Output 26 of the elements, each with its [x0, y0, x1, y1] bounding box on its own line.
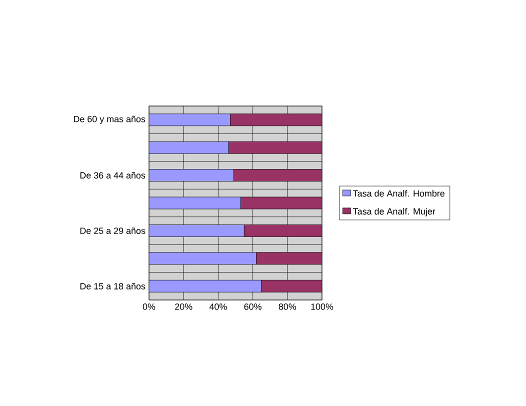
bar [228, 141, 322, 154]
bar [149, 114, 231, 126]
y-tick-label: De 36 a 44 años [80, 172, 146, 179]
x-tick-label: 0% [142, 304, 156, 310]
bar [149, 224, 244, 237]
bar [149, 252, 256, 265]
x-tick-label: 100% [311, 304, 334, 310]
y-tick-label: De 60 y mas años [74, 116, 146, 124]
y-tick-label: De 15 a 18 años [80, 282, 146, 290]
bar [240, 196, 322, 210]
legend-label: Tasa de Analf. Mujer [353, 208, 436, 216]
bar [234, 169, 322, 182]
bar [244, 224, 322, 237]
bar [149, 196, 241, 210]
x-tick-label: 80% [278, 304, 296, 310]
legend-label: Tasa de Analf. Hombre [353, 190, 444, 197]
x-tick-label: 20% [175, 304, 192, 310]
bar [149, 169, 234, 182]
bar [256, 252, 322, 265]
bar [261, 280, 322, 292]
bar [230, 114, 322, 126]
x-tick-label: 40% [209, 304, 227, 310]
x-tick-label: 60% [244, 304, 262, 310]
y-tick-label: De 25 a 29 años [80, 227, 146, 234]
bar [149, 141, 229, 154]
bar [149, 280, 262, 292]
